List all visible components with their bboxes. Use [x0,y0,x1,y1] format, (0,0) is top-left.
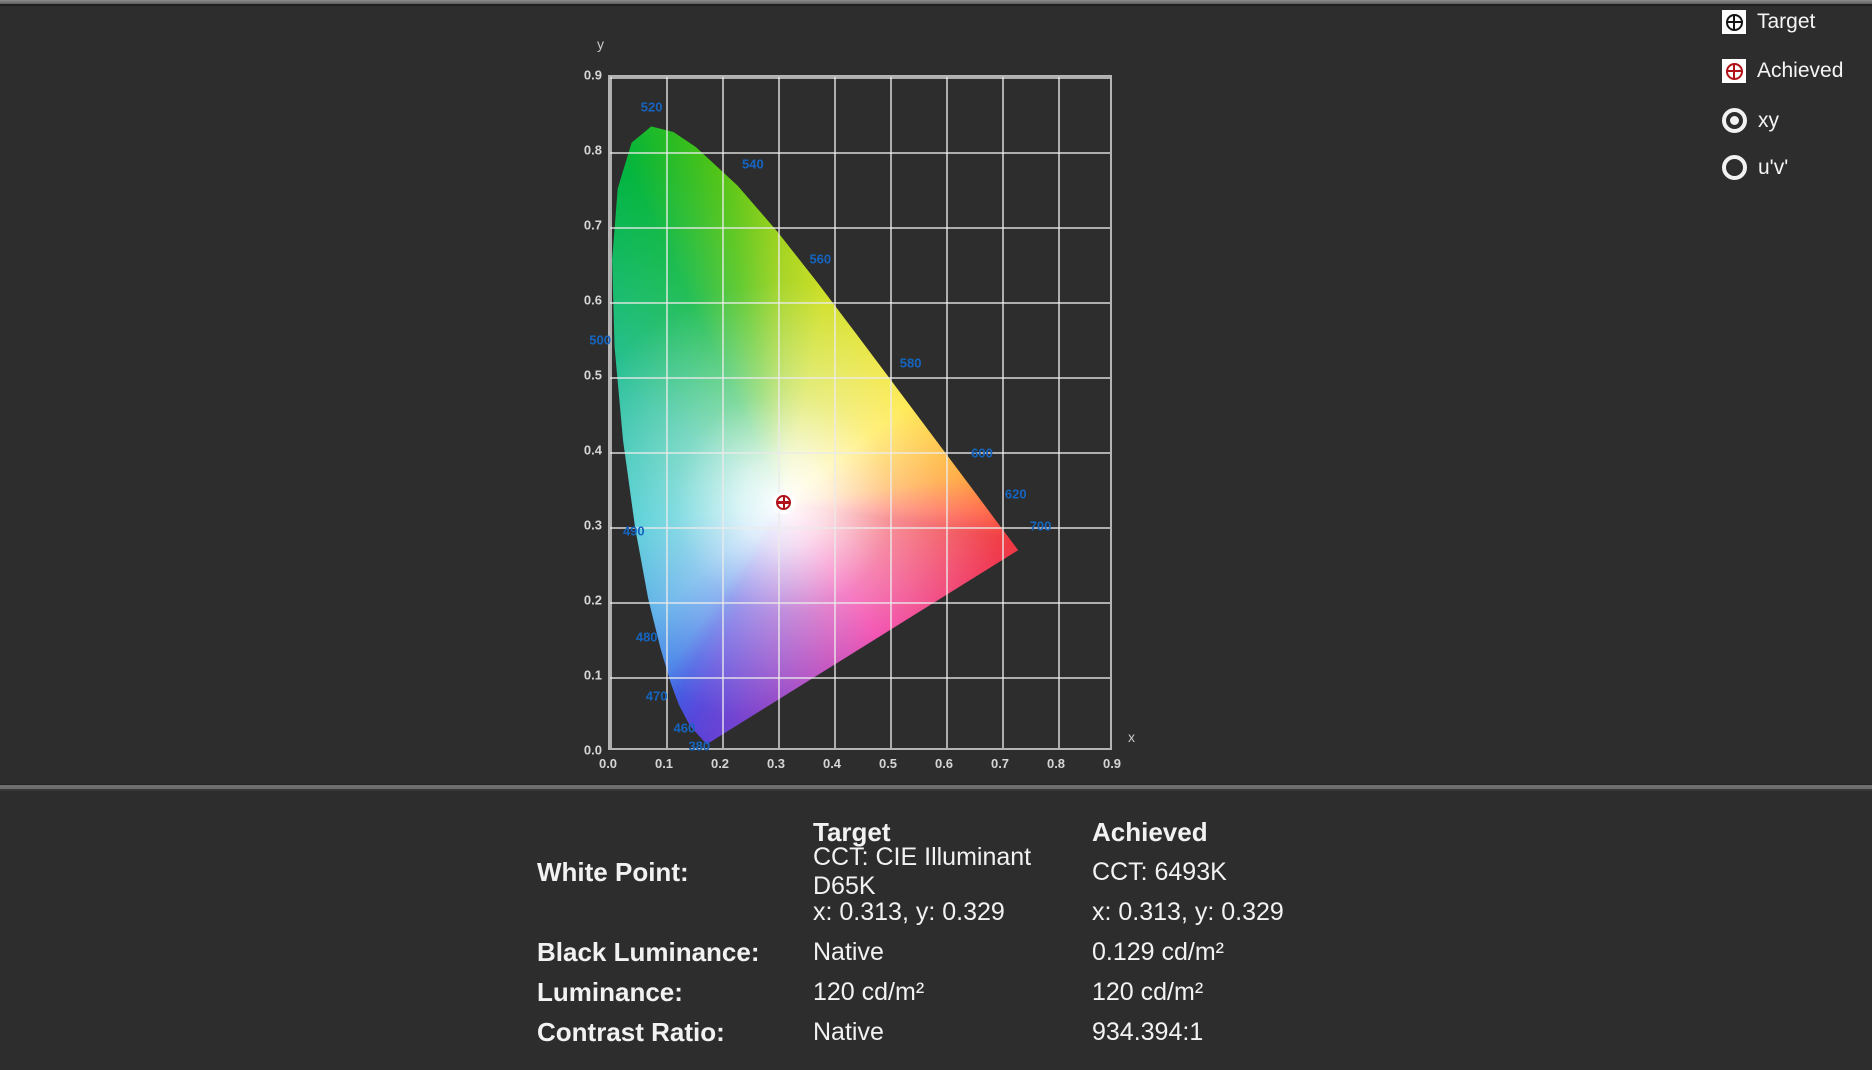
x-tick-label: 0.4 [822,756,842,771]
table-header-target: Target [813,816,891,847]
wavelength-label-470: 470 [645,688,668,704]
wavelength-label-540: 540 [741,156,764,172]
table-cell-target: CCT: CIE Illuminant D65K [813,843,1032,900]
crosshair-icon [776,495,792,511]
radio-xy[interactable] [1722,108,1747,133]
y-tick-label: 0.2 [583,592,602,608]
crosshair-icon [1725,13,1743,31]
table-cell-achieved: 120 cd/m² [1092,977,1204,1006]
table-cell-achieved: 934.394:1 [1092,1017,1204,1046]
wavelength-label-620: 620 [1004,486,1027,502]
x-axis-title: x [1128,729,1135,745]
target-marker-icon [1722,10,1746,34]
y-tick-label: 0.7 [583,217,602,233]
table-row-label: White Point: [537,856,689,887]
table-header-achieved: Achieved [1092,816,1208,847]
cie-chromaticity-plot: 520 540 560 580 600 620 700 500 490 480 470 460 380 [589,75,1112,753]
wavelength-label-600: 600 [971,445,993,461]
table-cell-achieved: x: 0.313, y: 0.329 [1092,897,1284,926]
wavelength-label-520: 520 [640,99,663,115]
table-row-label: Contrast Ratio: [537,1016,725,1047]
y-tick-label: 0.5 [583,367,602,383]
y-tick-label: 0.8 [583,142,602,158]
x-tick-label: 0.5 [878,756,898,771]
table-cell-target: x: 0.313, y: 0.329 [813,897,1005,926]
cie-gamut-horseshoe [612,126,1019,745]
radio-xy-label[interactable]: xy [1758,108,1779,132]
achieved-white-point-marker [772,491,795,514]
y-tick-label: 0.3 [583,517,602,533]
legend-item-target: Target [1722,10,1815,34]
wavelength-label-480: 480 [635,629,658,645]
section-divider [0,784,1872,791]
window-top-bar [0,0,1872,6]
y-axis-tick-labels: 0.9 0.8 0.7 0.6 0.5 0.4 0.3 0.2 0.1 0.0 [556,68,602,758]
radio-uv-label[interactable]: u'v' [1758,155,1789,179]
x-tick-label: 0.7 [990,756,1010,771]
wavelength-label-560: 560 [809,251,832,267]
crosshair-icon [1725,62,1743,80]
legend-achieved-label: Achieved [1757,59,1844,82]
legend-item-achieved: Achieved [1722,59,1843,83]
table-row-label: Luminance: [537,976,683,1007]
y-tick-label: 0.9 [583,67,602,83]
table-row-label: Black Luminance: [537,936,760,967]
radio-uv[interactable] [1722,155,1747,180]
radio-selected-dot [1730,116,1739,125]
y-tick-label: 0.0 [583,742,602,758]
table-cell-target: Native [813,1017,884,1046]
y-tick-label: 0.6 [583,292,602,308]
legend-target-label: Target [1757,10,1816,33]
x-tick-label: 0.0 [598,756,618,771]
table-cell-target: 120 cd/m² [813,977,925,1006]
x-tick-label: 0.9 [1102,756,1122,771]
table-cell-target: Native [813,937,884,966]
table-cell-achieved: 0.129 cd/m² [1092,937,1225,966]
x-tick-label: 0.6 [934,756,954,771]
x-tick-label: 0.3 [766,756,786,771]
x-tick-label: 0.8 [1046,756,1066,771]
wavelength-label-700: 700 [1029,518,1052,534]
y-tick-label: 0.1 [583,667,602,683]
x-axis-tick-labels: 0.0 0.1 0.2 0.3 0.4 0.5 0.6 0.7 0.8 0.9 [599,756,1121,774]
x-tick-label: 0.2 [710,756,730,771]
radio-row-uv: u'v' [1722,155,1788,180]
radio-row-xy: xy [1722,108,1779,133]
wavelength-label-580: 580 [899,355,922,371]
results-table: Target Achieved White Point: CCT: CIE Illum… [537,812,1412,1052]
y-tick-label: 0.4 [583,442,602,458]
y-axis-title: y [597,36,604,52]
achieved-marker-icon [1722,59,1746,83]
table-cell-achieved: CCT: 6493K [1092,857,1227,886]
x-tick-label: 0.1 [654,756,674,771]
table-corner-cell [537,809,813,855]
